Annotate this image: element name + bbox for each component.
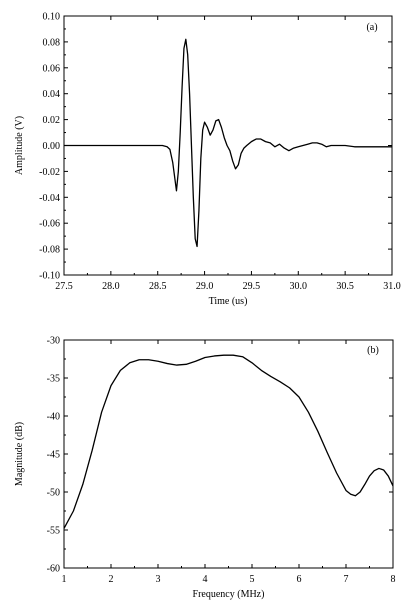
- y-tick-label: -0.04: [39, 193, 60, 204]
- x-axis-title: Time (us): [209, 296, 248, 307]
- chart-panel-a: 27.5 28.0 28.5 29.0 29.5 30.0 30.5 31.0 0.10 0.08…: [14, 12, 401, 308]
- y-tick-label: 0.00: [43, 141, 61, 152]
- y-tick-label: -55: [47, 526, 60, 537]
- plot-frame: [63, 339, 394, 569]
- x-tick-label: 30.0: [290, 281, 308, 292]
- x-tick-label: 2: [109, 574, 114, 585]
- y-axis-title: Amplitude (V): [14, 116, 25, 175]
- x-tick-label: 3: [156, 574, 161, 585]
- panel-label: (b): [367, 345, 379, 356]
- x-tick-label: 28.5: [149, 281, 167, 292]
- y-tick-label: -40: [47, 412, 60, 423]
- x-tick-label: 29.0: [196, 281, 214, 292]
- x-tick-label: 7: [344, 574, 349, 585]
- chart-panel-b: 1 2 3 4 5 6 7 8 -30 -35 -40 -45 -50 -55 -60 Frequency (…: [14, 336, 396, 601]
- panel-label: (a): [366, 22, 377, 33]
- x-tick-label: 27.5: [55, 281, 73, 292]
- y-tick-label: 0.06: [43, 63, 61, 74]
- y-tick-label: -45: [47, 450, 60, 461]
- x-tick-label: 5: [250, 574, 255, 585]
- y-tick-label: 0.08: [43, 37, 61, 48]
- x-tick-label: 29.5: [243, 281, 261, 292]
- x-tick-label: 1: [62, 574, 67, 585]
- x-tick-label: 31.0: [383, 281, 401, 292]
- y-tick-label: -50: [47, 488, 60, 499]
- y-tick-label: 0.04: [43, 89, 61, 100]
- x-tick-label: 28.0: [102, 281, 120, 292]
- x-tick-label: 30.5: [336, 281, 354, 292]
- y-tick-label: -30: [47, 336, 60, 347]
- y-tick-label: -0.08: [39, 245, 60, 256]
- y-tick-label: 0.02: [43, 115, 61, 126]
- y-axis-title: Magnitude (dB): [14, 422, 25, 486]
- y-tick-label: -0.10: [39, 271, 60, 282]
- series-line: [63, 354, 394, 529]
- series-line: [64, 38, 392, 248]
- x-tick-label: 4: [203, 574, 208, 585]
- x-tick-label: 8: [391, 574, 396, 585]
- y-tick-label: -0.02: [39, 167, 60, 178]
- y-tick-label: 0.10: [43, 12, 61, 23]
- y-tick-label: -0.06: [39, 219, 60, 230]
- x-tick-label: 6: [297, 574, 302, 585]
- x-axis-title: Frequency (MHz): [193, 589, 265, 600]
- y-tick-label: -35: [47, 374, 60, 385]
- y-tick-label: -60: [47, 564, 60, 575]
